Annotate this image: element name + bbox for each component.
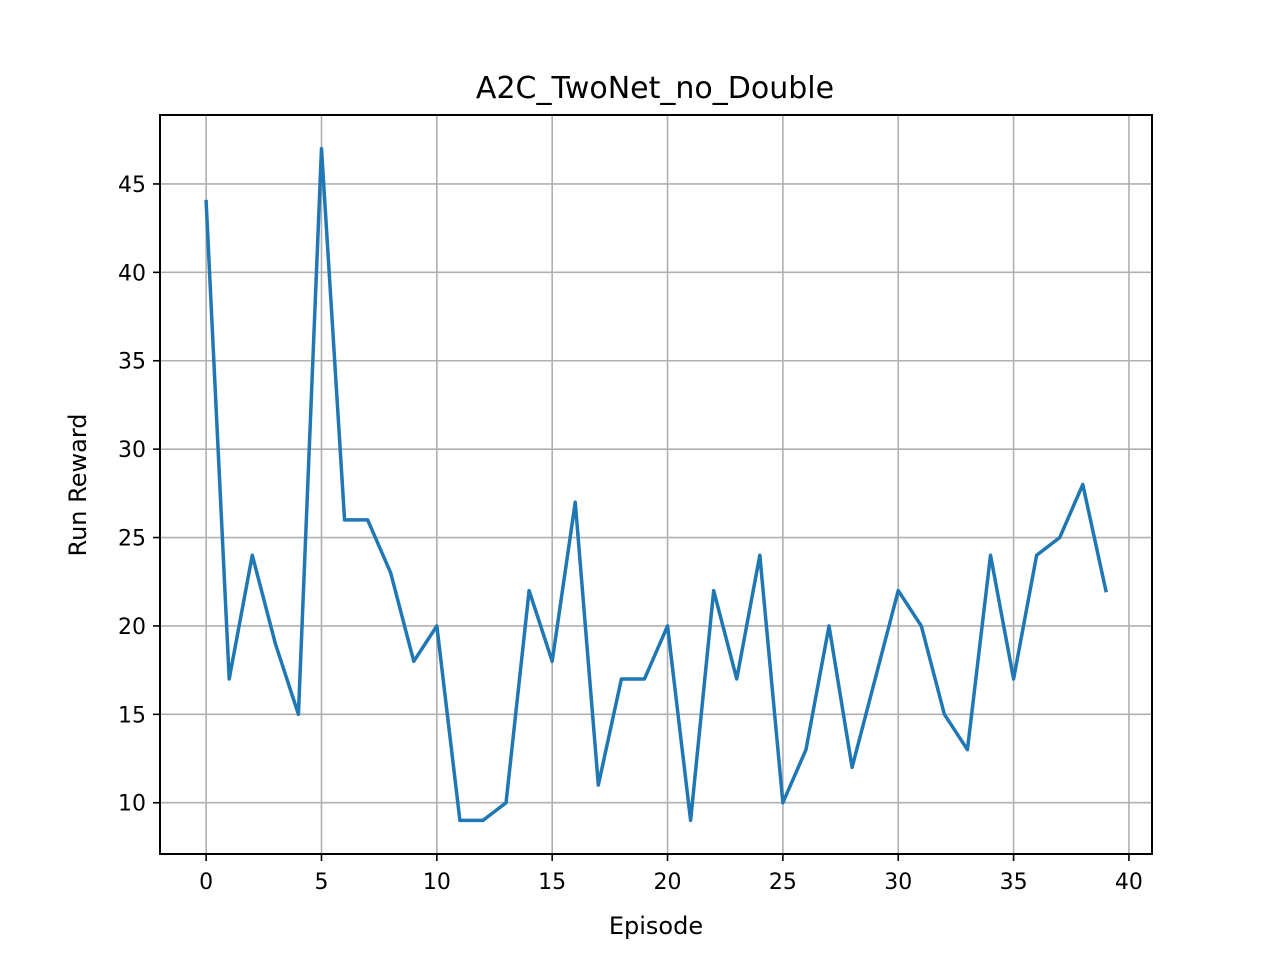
y-tick-label: 10 bbox=[118, 792, 146, 817]
series-line bbox=[204, 146, 1108, 823]
series-layer bbox=[204, 146, 1108, 823]
x-tick-label: 40 bbox=[1115, 870, 1143, 895]
x-tick-label: 30 bbox=[884, 870, 912, 895]
x-tick-label: 0 bbox=[199, 870, 213, 895]
plot-frame bbox=[159, 114, 1153, 855]
x-tick-label: 15 bbox=[538, 870, 566, 895]
x-tick-label: 10 bbox=[423, 870, 451, 895]
x-tick-label: 20 bbox=[654, 870, 682, 895]
y-tick-label: 25 bbox=[118, 527, 146, 552]
y-tick-label: 35 bbox=[118, 350, 146, 375]
grid-lines bbox=[160, 115, 1152, 854]
y-tick-label: 15 bbox=[118, 703, 146, 728]
axis-ticks: 0 5 10 15 20 25 30 35 40 10 15 20 25 30 35 40 45 bbox=[118, 173, 1143, 895]
chart-title: A2C_TwoNet_no_Double bbox=[476, 71, 834, 106]
y-tick-label: 45 bbox=[118, 173, 146, 198]
y-axis-label: Run Reward bbox=[64, 413, 92, 556]
x-tick-label: 5 bbox=[314, 870, 328, 895]
y-tick-label: 30 bbox=[118, 438, 146, 463]
x-axis-label: Episode bbox=[609, 912, 703, 940]
y-tick-label: 40 bbox=[118, 261, 146, 286]
x-tick-label: 35 bbox=[1000, 870, 1028, 895]
y-tick-label: 20 bbox=[118, 615, 146, 640]
x-tick-label: 25 bbox=[769, 870, 797, 895]
